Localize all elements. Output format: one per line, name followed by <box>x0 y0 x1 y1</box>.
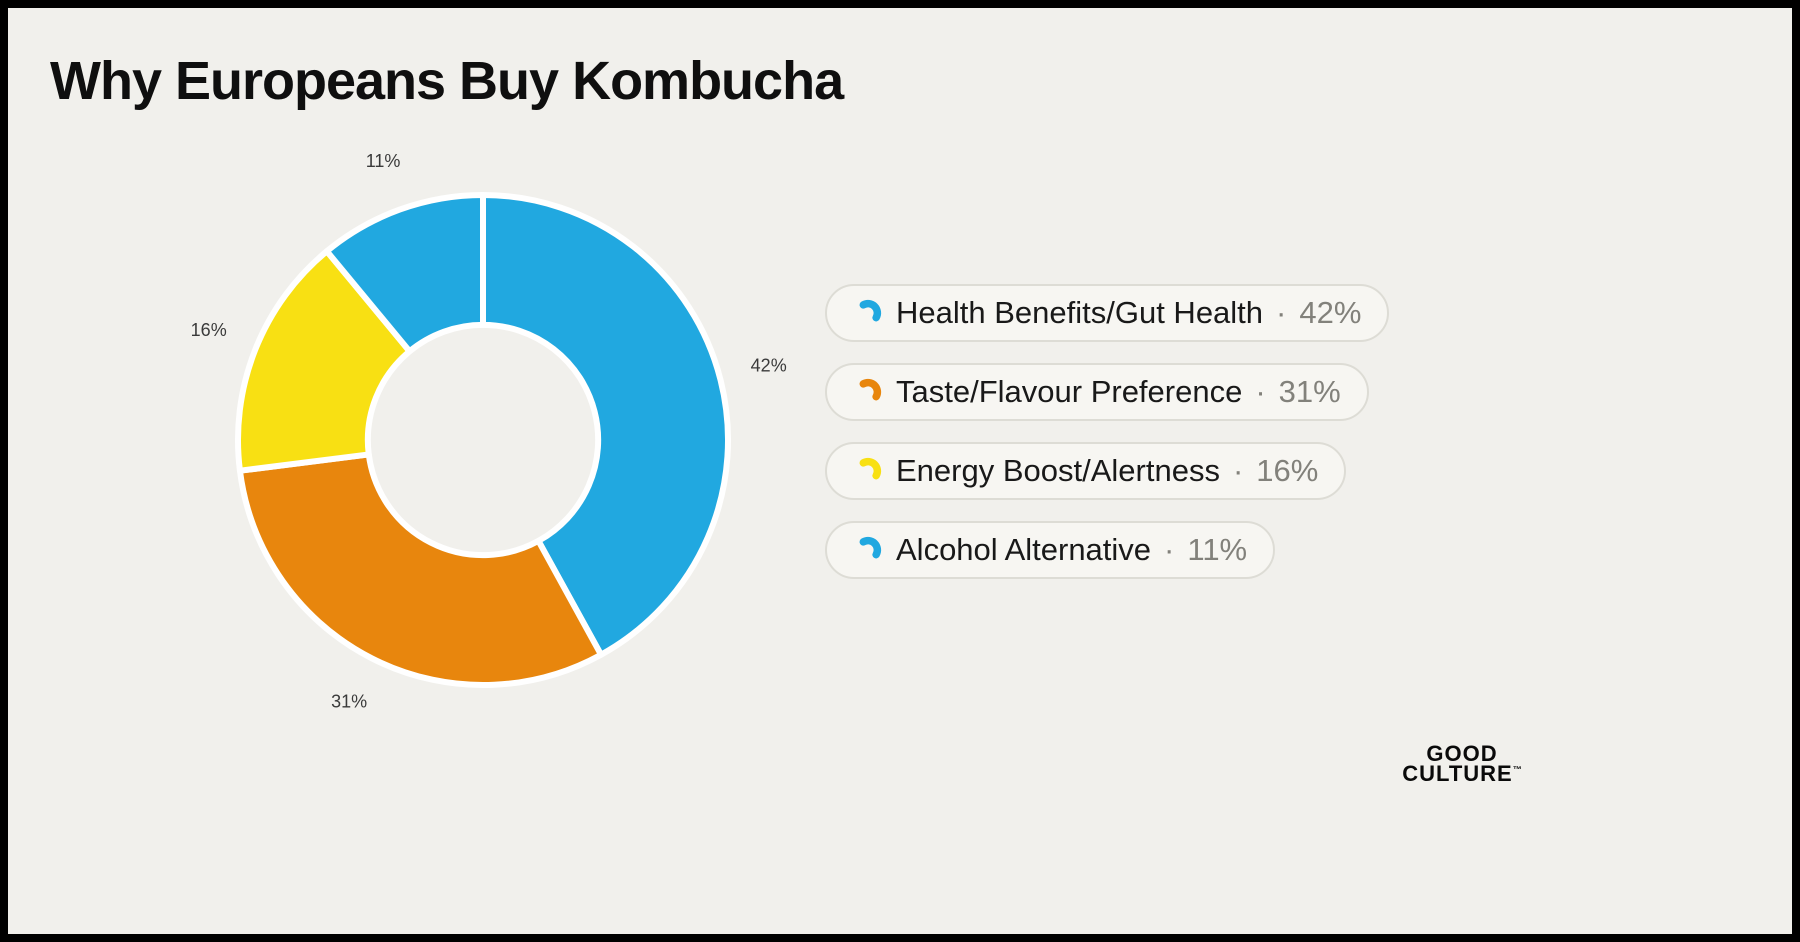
donut-swatch-icon <box>853 377 883 407</box>
legend-item: Health Benefits/Gut Health · 42% <box>825 284 1390 342</box>
legend-value: 11% <box>1187 532 1248 567</box>
legend-separator: · <box>1276 295 1287 330</box>
legend-separator: · <box>1232 453 1244 488</box>
donut-swatch-icon <box>853 298 883 328</box>
legend-value: 42% <box>1299 295 1362 330</box>
donut-swatch-icon <box>853 535 883 565</box>
legend-value: 16% <box>1256 453 1319 488</box>
legend-value: 31% <box>1278 374 1341 409</box>
donut-chart: 42% 31% 16% 11% <box>163 120 803 760</box>
brand-logo: GOOD CULTURE™ <box>1396 741 1528 787</box>
donut-slice-4 <box>323 192 486 355</box>
donut-chart-svg: 42% 31% 16% 11% <box>191 151 787 712</box>
slice-label-2: 31% <box>331 692 367 712</box>
donut-swatch-icon <box>853 456 883 486</box>
legend-label: Energy Boost/Alertness <box>896 453 1220 488</box>
slice-label-3: 16% <box>191 320 227 340</box>
donut-slice-1 <box>480 192 731 658</box>
legend-label: Taste/Flavour Preference <box>896 374 1243 409</box>
legend-label: Alcohol Alternative <box>896 532 1152 567</box>
legend-item: Alcohol Alternative · 11% <box>825 521 1276 579</box>
logo-line-1: GOOD <box>1426 741 1498 766</box>
legend-label: Health Benefits/Gut Health <box>896 295 1264 330</box>
logo-line-2: CULTURE™ <box>1402 761 1522 787</box>
trademark-symbol: ™ <box>1512 764 1522 775</box>
legend-separator: · <box>1255 374 1266 409</box>
slice-label-4: 11% <box>366 151 401 171</box>
legend-item: Taste/Flavour Preference · 31% <box>825 363 1369 421</box>
slice-label-1: 42% <box>751 355 787 375</box>
page-title: Why Europeans Buy Kombucha <box>50 51 844 111</box>
donut-slice-2 <box>236 451 605 688</box>
legend-separator: · <box>1164 532 1175 567</box>
donut-slice-3 <box>235 248 413 474</box>
legend: Health Benefits/Gut Health · 42% Taste/F… <box>825 284 1390 579</box>
legend-item: Energy Boost/Alertness · 16% <box>825 442 1347 500</box>
